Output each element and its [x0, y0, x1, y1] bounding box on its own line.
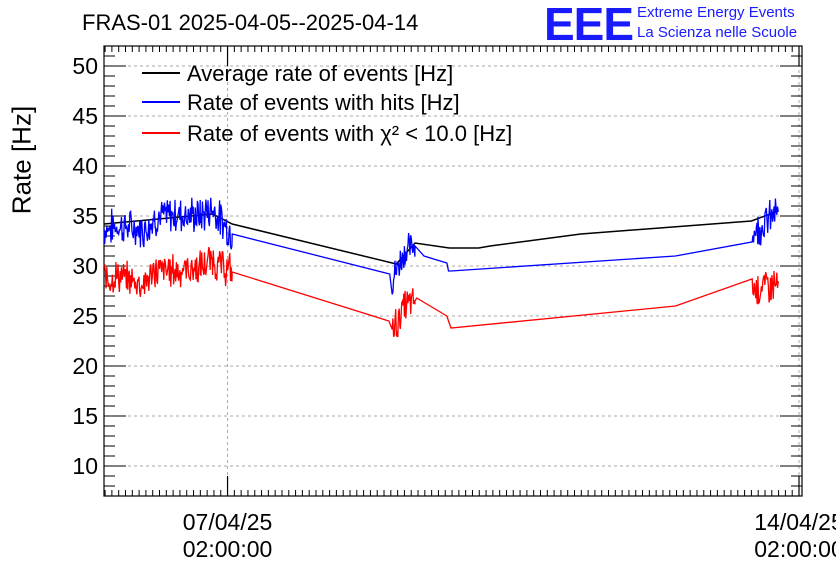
- y-axis-label: Rate [Hz]: [2, 106, 42, 214]
- eee-logo: EEE: [544, 0, 634, 50]
- y-tick-label: 45: [72, 103, 98, 129]
- y-tick-label: 35: [72, 203, 98, 229]
- y-tick-label: 40: [72, 153, 98, 179]
- y-tick-label: 25: [72, 303, 98, 329]
- series-line-chi2: [103, 247, 779, 338]
- y-tick-label: 20: [72, 353, 98, 379]
- plot-frame: [103, 45, 803, 497]
- legend-label-average: Average rate of events [Hz]: [187, 61, 453, 86]
- x-tick-label-date: 07/04/25: [183, 509, 273, 535]
- y-tick-label: 15: [72, 403, 98, 429]
- x-tick-label-date: 14/04/25: [754, 509, 836, 535]
- y-tick-label: 30: [72, 253, 98, 279]
- legend-label-chi2: Rate of events with χ² < 10.0 [Hz]: [187, 121, 512, 146]
- logo-caption-line1: Extreme Energy Events: [637, 4, 795, 21]
- y-tick-label: 50: [72, 53, 98, 79]
- legend-label-hits: Rate of events with hits [Hz]: [187, 90, 460, 115]
- chart-title: FRAS-01 2025-04-05--2025-04-14: [82, 10, 419, 35]
- x-tick-label-time: 02:00:00: [183, 536, 273, 562]
- logo-caption-line2: La Scienza nelle Scuole: [637, 24, 798, 41]
- y-axis-label-text: Rate [Hz]: [6, 105, 37, 215]
- x-tick-label-time: 02:00:00: [754, 536, 836, 562]
- series-line-hits: [103, 197, 779, 295]
- y-tick-label: 10: [72, 453, 98, 479]
